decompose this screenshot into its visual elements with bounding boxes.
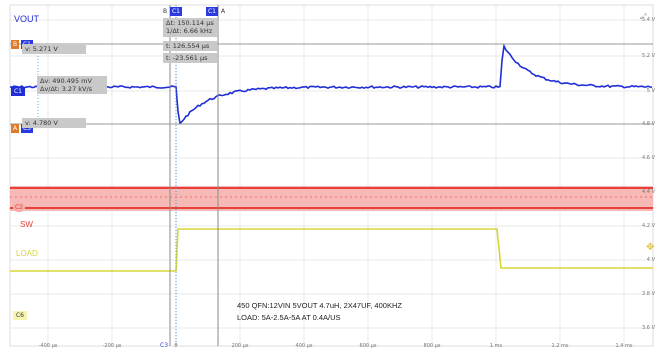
cursor-b-voltage-readout: v: 5.271 V bbox=[22, 44, 86, 54]
dv-dt-readout: Δv/Δt: 3.27 kV/s bbox=[40, 85, 93, 93]
delta-t-readout: Δt: 150.114 µs bbox=[166, 19, 214, 27]
test-condition-line-1: 450 QFN:12VIN 5VOUT 4.7uH, 2X47UF, 400KH… bbox=[237, 301, 402, 310]
c1-tag-level[interactable]: C1 bbox=[11, 87, 25, 96]
y-axis-label: 5 V bbox=[646, 88, 655, 94]
sw-trace bbox=[10, 186, 653, 211]
y-axis-label: 4.6 V bbox=[642, 155, 655, 161]
x-axis-label: 800 µs bbox=[423, 343, 441, 349]
sw-band bbox=[10, 186, 653, 211]
graticule-frame bbox=[9, 4, 654, 347]
y-axis-label: 3.8 V bbox=[642, 291, 655, 297]
zoom-icon[interactable]: ⤢ bbox=[640, 12, 647, 21]
grid-lines bbox=[9, 4, 654, 347]
delta-v-readout-block: Δv: 490.495 mV Δv/Δt: 3.27 kV/s bbox=[37, 76, 107, 94]
move-cross-icon[interactable]: ✥ bbox=[646, 242, 655, 253]
delta-v-readout: Δv: 490.495 mV bbox=[40, 77, 92, 85]
y-axis-label: 4.8 V bbox=[642, 121, 655, 127]
load-channel-label: LOAD bbox=[16, 249, 38, 258]
y-axis-label: 5.2 V bbox=[642, 53, 655, 59]
vout-trace bbox=[9, 43, 653, 126]
load-trace bbox=[10, 228, 653, 272]
c3-tag-bottom[interactable]: C3 bbox=[160, 341, 169, 350]
cursor-a-tag-left[interactable]: A bbox=[11, 124, 19, 133]
c6-tag[interactable]: C6 bbox=[13, 311, 27, 320]
cursor-b-tag-left[interactable]: B bbox=[11, 40, 19, 49]
x-axis-label: 1.4 ms bbox=[615, 343, 633, 349]
c1-tag-top-a[interactable]: C1 bbox=[206, 7, 218, 16]
cursor-a-tag-top[interactable]: A bbox=[219, 7, 227, 16]
inverse-delta-t-readout: 1/Δt: 6.66 kHz bbox=[166, 27, 213, 35]
delta-t-readout-block: Δt: 150.114 µs 1/Δt: 6.66 kHz bbox=[163, 18, 217, 37]
cursor-a-voltage-readout: v: 4.780 V bbox=[22, 118, 86, 128]
x-axis-label: 200 µs bbox=[231, 343, 249, 349]
vout-channel-label: VOUT bbox=[14, 14, 40, 24]
y-axis-label: 4.2 V bbox=[642, 223, 655, 229]
c1-tag-top-b[interactable]: C1 bbox=[170, 7, 182, 16]
x-axis-label: 1 ms bbox=[489, 343, 503, 349]
x-axis-label: 0 bbox=[174, 343, 178, 349]
y-axis-label: 3.6 V bbox=[642, 325, 655, 331]
cursor-b-time-readout: t: 126.554 µs bbox=[163, 41, 217, 51]
test-condition-line-2: LOAD: 5A-2.5A-5A AT 0.4A/US bbox=[237, 313, 341, 322]
c2-tag[interactable]: C2 bbox=[13, 203, 25, 212]
x-axis-label: -400 µs bbox=[38, 343, 58, 349]
y-axis-label: 5.4 V bbox=[642, 17, 655, 23]
y-axis-label: 4.4 V bbox=[642, 189, 655, 195]
x-axis-label: -200 µs bbox=[102, 343, 122, 349]
c3-tag-left[interactable]: C3 bbox=[21, 124, 33, 133]
x-axis-label: 600 µs bbox=[359, 343, 377, 349]
cursor-a-time-readout: t: -23.561 µs bbox=[163, 53, 217, 63]
cursor-b-tag-top[interactable]: B bbox=[161, 7, 169, 16]
sw-channel-label: SW bbox=[20, 220, 33, 229]
y-axis-label: 4 V bbox=[646, 257, 655, 263]
x-axis-label: 1.2 ms bbox=[551, 343, 569, 349]
x-axis-label: 400 µs bbox=[295, 343, 313, 349]
